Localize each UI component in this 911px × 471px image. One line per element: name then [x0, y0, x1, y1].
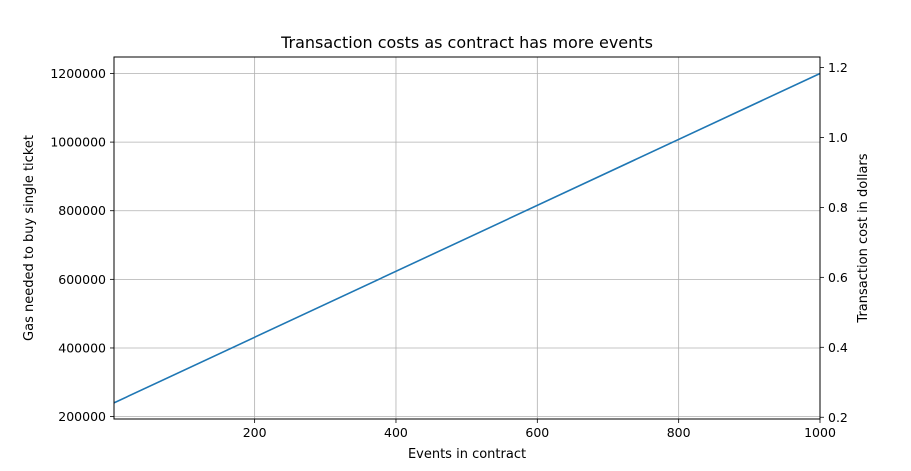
y2-tick-label: 0.2: [828, 410, 848, 425]
y-tick-label: 200000: [58, 409, 106, 424]
y-tick-label: 800000: [58, 203, 106, 218]
series-line: [113, 72, 821, 404]
ticks: 200 400 600 800 1000 200000 400000 600000 800000…: [50, 60, 848, 440]
series-layer: [113, 72, 821, 404]
y2-tick-label: 0.4: [828, 340, 848, 355]
plot-frame: [113, 56, 821, 420]
x-tick-label: 800: [667, 425, 691, 440]
y-tick-label: 400000: [58, 340, 106, 355]
y2-tick-label: 1.2: [828, 60, 848, 75]
x-tick-label: 1000: [804, 425, 836, 440]
y2-tick-label: 0.6: [828, 270, 848, 285]
y-tick-label: 1200000: [50, 66, 106, 81]
x-axis-label: Events in contract: [408, 447, 526, 462]
y-tick-label: 600000: [58, 272, 106, 287]
y2-tick-label: 0.8: [828, 200, 848, 215]
x-tick-label: 400: [384, 425, 408, 440]
y2-tick-label: 1.0: [828, 130, 848, 145]
y-axis-label: Gas needed to buy single ticket: [22, 135, 37, 341]
x-tick-label: 600: [525, 425, 549, 440]
chart-title: Transaction costs as contract has more e…: [280, 33, 653, 52]
x-tick-label: 200: [243, 425, 267, 440]
y2-axis-label: Transaction cost in dollars: [856, 153, 871, 323]
y-tick-label: 1000000: [50, 135, 106, 150]
